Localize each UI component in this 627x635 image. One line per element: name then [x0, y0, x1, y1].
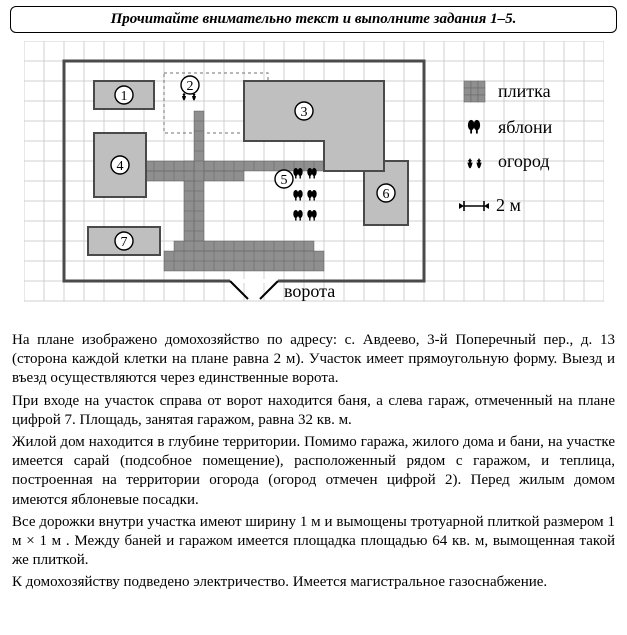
svg-text:плитка: плитка [498, 81, 551, 101]
problem-text: На плане изображено домохозяйство по адр… [0, 329, 627, 603]
paragraph-2: При входе на участок справа от ворот нах… [12, 392, 615, 430]
plan-svg: 1 2 3 4 5 6 7 ворота плитка яблони огород 2 м [24, 41, 604, 321]
svg-text:огород: огород [498, 151, 550, 171]
paragraph-3: Жилой дом находится в глубине территории… [12, 433, 615, 510]
paragraph-1: На плане изображено домохозяйство по адр… [12, 331, 615, 389]
instruction-header: Прочитайте внимательно текст и выполните… [10, 6, 617, 33]
svg-text:6: 6 [382, 187, 389, 202]
svg-text:1: 1 [120, 89, 127, 104]
svg-text:ворота: ворота [284, 281, 335, 301]
svg-text:4: 4 [116, 159, 123, 174]
svg-text:2 м: 2 м [496, 195, 521, 215]
paragraph-4: Все дорожки внутри участка имеют ширину … [12, 513, 615, 571]
paragraph-5: К домохозяйству подведено электричество.… [12, 573, 615, 592]
svg-text:7: 7 [120, 235, 127, 250]
svg-text:яблони: яблони [498, 117, 553, 137]
svg-text:3: 3 [300, 105, 307, 120]
svg-text:2: 2 [186, 79, 193, 94]
plan-figure: 1 2 3 4 5 6 7 ворота плитка яблони огород 2 м [0, 37, 627, 329]
svg-text:5: 5 [280, 173, 287, 188]
